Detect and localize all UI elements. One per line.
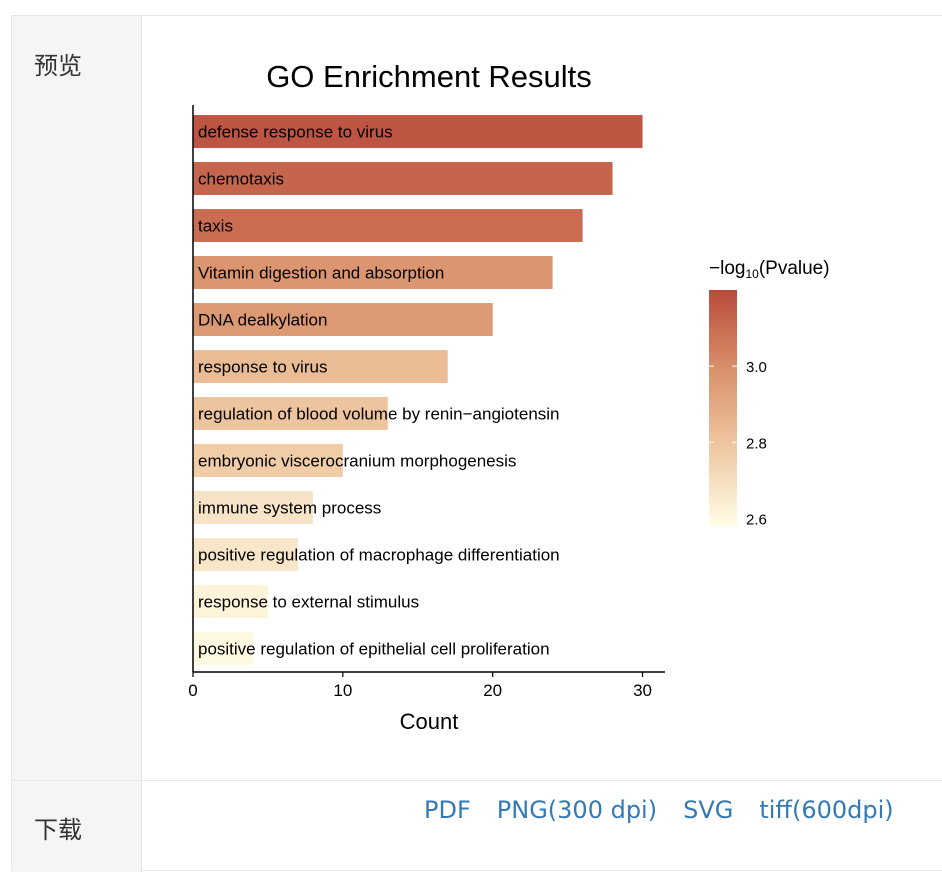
bar (193, 585, 268, 618)
bar (193, 444, 343, 477)
bar-label: DNA dealkylation (198, 311, 327, 330)
bar (193, 162, 613, 195)
download-label-cell: 下载 (12, 781, 142, 872)
legend-title: −log10(Pvalue) (709, 258, 830, 281)
bar-label: embryonic viscerocranium morphogenesis (198, 452, 516, 471)
x-axis-label: Count (400, 709, 459, 734)
axes: 0 10 20 30 (188, 105, 665, 700)
legend-colorbar (709, 290, 737, 526)
x-tick-label: 30 (633, 681, 652, 700)
bar-label: chemotaxis (198, 170, 284, 189)
bar (193, 350, 448, 383)
bar-label: Vitamin digestion and absorption (198, 264, 444, 283)
bar-label: taxis (198, 217, 233, 236)
bar-labels: defense response to virus chemotaxis taxis… (198, 123, 560, 659)
bar-label: positive regulation of macrophage differ… (198, 546, 560, 565)
bar (193, 256, 553, 289)
download-label: 下载 (34, 816, 82, 844)
bar-label: positive regulation of epithelial cell p… (198, 640, 550, 659)
x-tick-label: 10 (333, 681, 352, 700)
bar (193, 538, 298, 571)
bar (193, 632, 253, 665)
bars (193, 115, 643, 665)
x-tick-label: 0 (188, 681, 197, 700)
download-pdf-link[interactable]: PDF (424, 796, 471, 824)
bar-label: immune system process (198, 499, 381, 518)
color-legend: −log10(Pvalue) 3.0 2.8 2.6 (709, 258, 830, 528)
preview-label-cell: 预览 (12, 16, 142, 780)
bar-label: response to external stimulus (198, 593, 419, 612)
download-svg-link[interactable]: SVG (683, 796, 734, 824)
legend-tick-label: 2.8 (746, 435, 767, 452)
bar-label: defense response to virus (198, 123, 393, 142)
legend-tick-label: 3.0 (746, 359, 767, 376)
bar (193, 115, 643, 148)
bar (193, 209, 583, 242)
x-tick-label: 20 (483, 681, 502, 700)
bar (193, 491, 313, 524)
row-divider (12, 780, 942, 781)
go-enrichment-chart: GO Enrichment Results defense response t… (188, 59, 830, 734)
chart-preview: GO Enrichment Results defense response t… (143, 16, 942, 780)
bar-label: regulation of blood volume by renin−angi… (198, 405, 560, 424)
bar-label: response to virus (198, 358, 327, 377)
chart-title: GO Enrichment Results (266, 59, 592, 94)
preview-label: 预览 (34, 52, 82, 80)
preview-download-table: 预览 GO Enrichment Results defense respons… (11, 15, 942, 872)
download-png-link[interactable]: PNG(300 dpi) (496, 796, 658, 824)
download-links: PDF PNG(300 dpi) SVG tiff(600dpi) (424, 796, 894, 824)
download-tiff-link[interactable]: tiff(600dpi) (759, 796, 894, 824)
bar (193, 303, 493, 336)
legend-tick-label: 2.6 (746, 511, 767, 528)
bar (193, 397, 388, 430)
